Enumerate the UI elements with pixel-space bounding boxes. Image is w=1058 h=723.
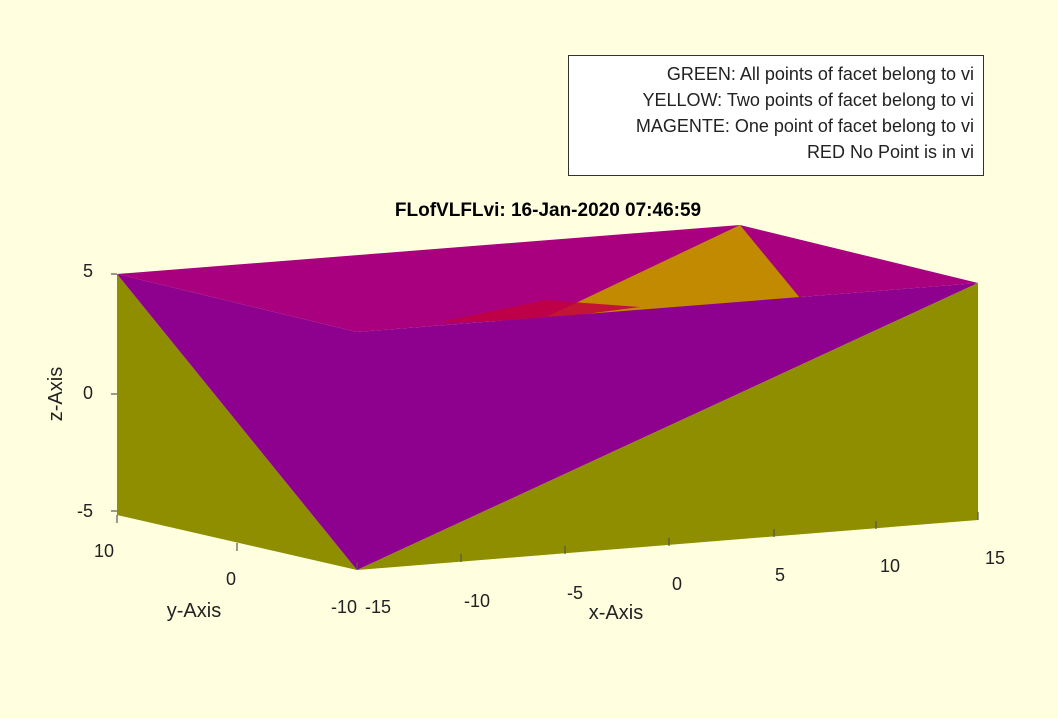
- y-tick-label: 10: [94, 541, 114, 561]
- top-yellow-facet: [540, 225, 800, 320]
- front-olive-facet: [357, 283, 978, 570]
- axis-ticks: [111, 273, 979, 570]
- legend-entry-yellow: YELLOW: Two points of facet belong to vi: [642, 90, 974, 110]
- top-face: [117, 225, 978, 332]
- x-tick-label: 5: [775, 565, 785, 585]
- surface: [117, 225, 978, 570]
- x-tick-label: -15: [365, 597, 391, 617]
- legend-box: [568, 55, 984, 176]
- z-tick-label: -5: [77, 501, 93, 521]
- z-tick-label: 0: [83, 383, 93, 403]
- z-tick-label: 5: [83, 261, 93, 281]
- plot-title: FLofVLFLvi: 16-Jan-2020 07:46:59: [395, 200, 701, 221]
- top-red-facet: [440, 300, 640, 322]
- z-axis-label: z-Axis: [45, 367, 67, 421]
- x-tick-label: 10: [880, 556, 900, 576]
- left-purple-facet: [117, 274, 357, 570]
- x-tick-label: 15: [985, 548, 1005, 568]
- x-tick-label: -10: [464, 591, 490, 611]
- x-axis: -15 -10 -5 0 5 10 15 x-Axis: [365, 548, 1005, 624]
- legend-entry-magenta: MAGENTE: One point of facet belong to vi: [636, 116, 974, 136]
- y-axis-label: y-Axis: [167, 600, 221, 622]
- legend-entry-red: RED No Point is in vi: [807, 142, 974, 162]
- legend[interactable]: GREEN: All points of facet belong to vi …: [568, 55, 984, 176]
- y-tick-label: 0: [226, 569, 236, 589]
- y-axis: 10 0 -10 y-Axis: [94, 541, 357, 622]
- legend-entry-green: GREEN: All points of facet belong to vi: [667, 64, 974, 84]
- x-tick-label: 0: [672, 574, 682, 594]
- y-tick-label: -10: [331, 597, 357, 617]
- x-tick-label: -5: [567, 583, 583, 603]
- x-axis-label: x-Axis: [589, 602, 643, 624]
- z-axis: 5 0 -5 z-Axis: [45, 261, 93, 521]
